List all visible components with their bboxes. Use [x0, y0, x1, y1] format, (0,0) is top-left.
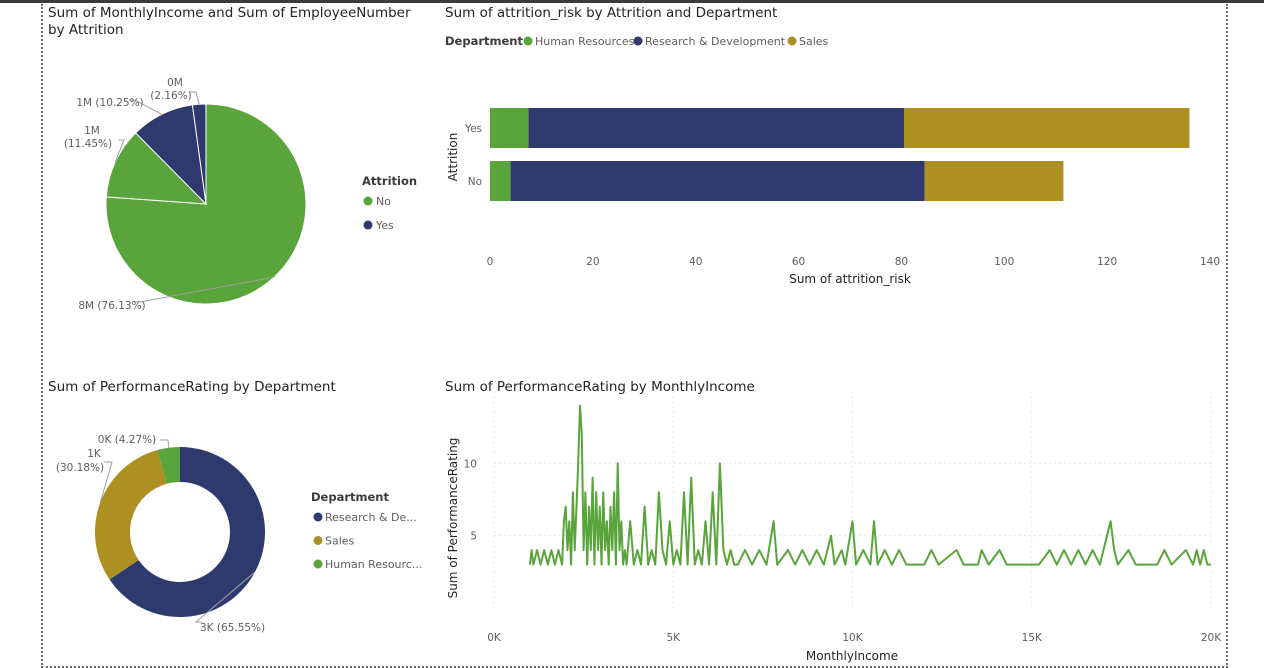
bar-segment-yes-0[interactable] [490, 108, 529, 148]
bar-x-tick: 20 [586, 256, 599, 268]
donut-data-label-value: 1K [87, 448, 102, 460]
line-y-axis-title: Sum of PerformanceRating [446, 438, 460, 599]
pie-slice-no-1[interactable] [105, 132, 208, 205]
bar-chart-title: Sum of attrition_risk by Attrition and D… [445, 5, 778, 21]
pie-legend-title: Attrition [362, 174, 417, 188]
bar-x-tick: 0 [487, 256, 494, 268]
line-x-axis-title: MonthlyIncome [806, 649, 898, 663]
bar-legend-title: Department [445, 34, 523, 48]
pie-data-label-percent: (2.16%) [150, 90, 192, 102]
pie-leader-line [190, 91, 200, 105]
bar-legend-item: Sales [799, 35, 829, 48]
donut-legend-item: Human Resourc... [325, 558, 422, 571]
line-y-tick: 5 [470, 531, 477, 543]
pie-leader-line [114, 139, 125, 163]
donut-slice-2[interactable] [157, 447, 180, 484]
bar-segment-no-0[interactable] [490, 161, 511, 201]
bar-category-label: No [468, 176, 482, 188]
legend-dot-yes [363, 220, 373, 230]
donut-data-label: 3K (65.55%) [200, 622, 265, 634]
pie-leader-line [134, 276, 275, 303]
line-y-tick: 10 [464, 458, 477, 470]
bar-x-tick: 140 [1200, 256, 1220, 268]
pie-data-label: 1M (10.25%) [76, 97, 143, 109]
bar-x-tick: 60 [792, 256, 805, 268]
donut-slice-1[interactable] [95, 450, 167, 580]
bar-x-tick: 120 [1097, 256, 1117, 268]
bar-segment-no-1[interactable] [510, 161, 925, 201]
line-x-tick: 0K [487, 632, 502, 644]
line-x-tick: 20K [1201, 632, 1222, 644]
bar-x-tick: 80 [895, 256, 908, 268]
legend-dot-no [363, 196, 373, 206]
bar-legend-dot [787, 36, 797, 46]
donut-legend-title: Department [311, 490, 389, 504]
donut-data-label-percent: (30.18%) [56, 462, 104, 474]
donut-legend-dot [313, 536, 323, 545]
bar-legend-item: Human Resources [535, 35, 635, 48]
bar-segment-yes-1[interactable] [528, 108, 904, 148]
line-x-tick: 10K [842, 632, 863, 644]
donut-slice-0[interactable] [109, 447, 265, 617]
bar-y-axis-title: Attrition [446, 133, 460, 182]
bar-legend-item: Research & Development [645, 35, 786, 48]
donut-chart-title: Sum of PerformanceRating by Department [48, 379, 336, 395]
donut-data-label: 0K (4.27%) [98, 434, 156, 446]
line-chart-title: Sum of PerformanceRating by MonthlyIncom… [445, 379, 755, 395]
donut-legend-item: Research & De... [325, 511, 417, 524]
line-x-tick: 15K [1022, 632, 1043, 644]
report-canvas-frame [41, 4, 1228, 668]
bar-x-tick: 100 [994, 256, 1014, 268]
bar-x-axis-title: Sum of attrition_risk [789, 272, 911, 286]
pie-data-label-value: 1M [84, 125, 100, 137]
top-bar [0, 0, 1264, 3]
pie-data-label-percent: (11.45%) [64, 138, 112, 150]
pie-legend-item-no: No [376, 195, 391, 208]
pie-legend-item-yes: Yes [375, 219, 394, 232]
donut-leader-line [194, 571, 256, 623]
donut-leader-line [99, 461, 113, 503]
pie-data-label: 8M (76.13%) [78, 300, 145, 312]
bar-segment-no-2[interactable] [924, 161, 1064, 201]
bar-legend-dot [633, 36, 643, 46]
pie-data-label-value: 0M [167, 77, 183, 89]
donut-legend-item: Sales [325, 535, 355, 548]
bar-legend-dot [523, 36, 533, 46]
line-series-performance-rating[interactable] [528, 404, 1211, 566]
bar-x-tick: 40 [689, 256, 702, 268]
pie-chart-title: Sum of MonthlyIncome and Sum of Employee… [48, 5, 411, 38]
donut-leader-line [160, 439, 170, 448]
pie-leader-line [129, 99, 162, 115]
bar-segment-yes-2[interactable] [904, 108, 1190, 148]
line-x-tick: 5K [666, 632, 681, 644]
donut-legend-dot [313, 559, 323, 569]
bar-category-label: Yes [464, 123, 482, 135]
donut-legend-dot [313, 512, 323, 522]
